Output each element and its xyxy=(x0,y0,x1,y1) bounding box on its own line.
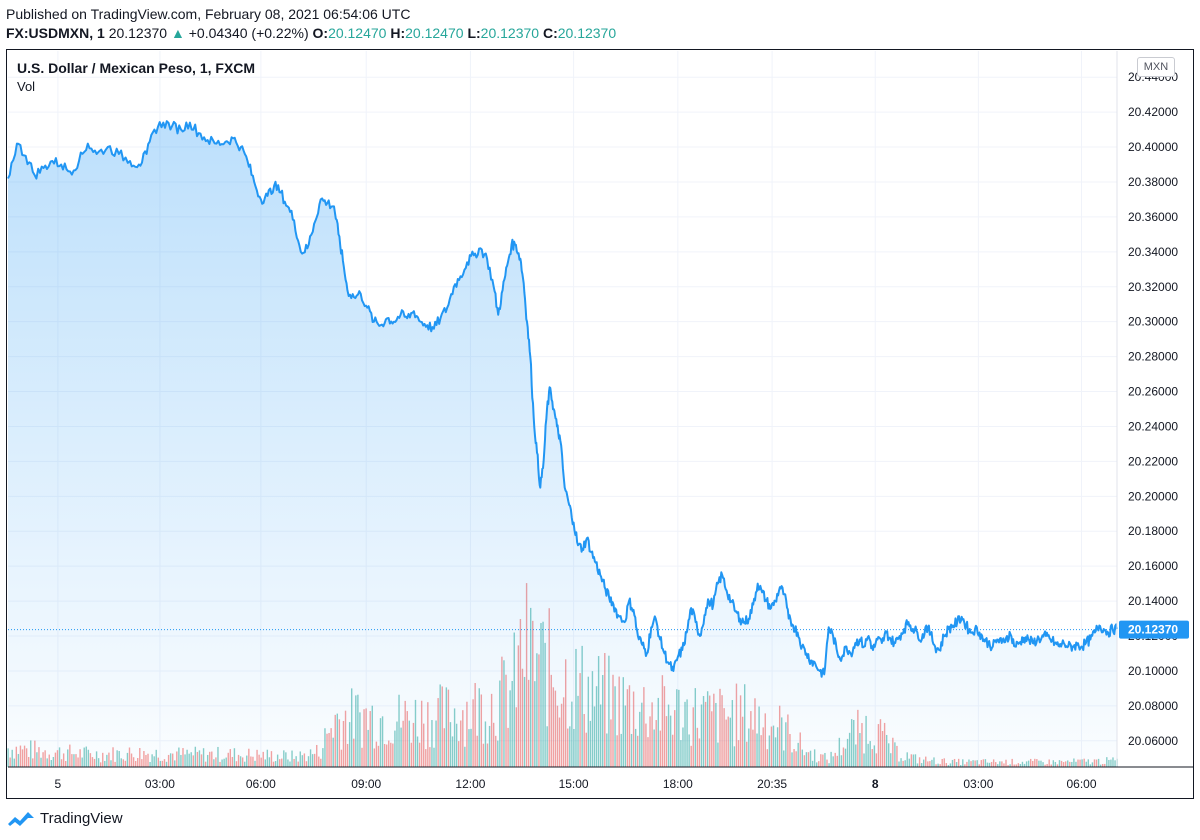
footer-brand-label: TradingView xyxy=(40,809,123,827)
low-value: 20.12370 xyxy=(480,25,540,41)
footer-brand[interactable]: TradingView xyxy=(6,808,123,828)
price-line xyxy=(7,120,1118,678)
last-price-label: 20.12370 xyxy=(1119,620,1189,639)
x-tick-label: 5 xyxy=(55,777,62,791)
x-tick-label: 12:00 xyxy=(455,777,485,791)
y-tick-label: 20.36000 xyxy=(1128,210,1178,224)
up-arrow-icon: ▲ xyxy=(170,25,185,41)
y-tick-label: 20.14000 xyxy=(1128,594,1178,608)
x-tick-label: 03:00 xyxy=(145,777,175,791)
open-label: O: xyxy=(312,25,329,41)
quote-line: FX:USDMXN, 1 20.12370 ▲ +0.04340 (+0.22%… xyxy=(6,25,616,41)
x-tick-label: 06:00 xyxy=(1066,777,1096,791)
symbol-label: FX:USDMXN, 1 xyxy=(6,25,105,41)
last-price-text: 20.12370 xyxy=(1128,623,1178,637)
chart-title: U.S. Dollar / Mexican Peso, 1, FXCM xyxy=(17,60,256,76)
y-tick-label: 20.24000 xyxy=(1128,419,1178,433)
y-tick-label: 20.30000 xyxy=(1128,315,1178,329)
y-tick-label: 20.06000 xyxy=(1128,734,1178,748)
x-tick-label: 06:00 xyxy=(246,777,276,791)
y-tick-label: 20.34000 xyxy=(1128,245,1178,259)
y-tick-label: 20.08000 xyxy=(1128,699,1178,713)
x-tick-label: 09:00 xyxy=(351,777,381,791)
y-tick-label: 20.16000 xyxy=(1128,559,1178,573)
price-change: +0.04340 (+0.22%) xyxy=(188,25,309,41)
open-value: 20.12470 xyxy=(328,25,387,41)
close-label: C: xyxy=(542,25,558,41)
y-tick-label: 20.10000 xyxy=(1128,664,1178,678)
x-tick-label: 8 xyxy=(872,777,879,791)
volume-label: Vol xyxy=(17,79,36,94)
x-tick-label: 15:00 xyxy=(559,777,589,791)
y-tick-label: 20.20000 xyxy=(1128,489,1178,503)
high-value: 20.12470 xyxy=(405,25,464,41)
y-tick-label: 20.40000 xyxy=(1128,140,1178,154)
y-tick-label: 20.22000 xyxy=(1128,454,1178,468)
low-label: L: xyxy=(467,25,481,41)
y-tick-label: 20.18000 xyxy=(1128,524,1178,538)
x-tick-label: 20:35 xyxy=(757,777,787,791)
close-value: 20.12370 xyxy=(557,25,617,41)
high-label: H: xyxy=(390,25,406,41)
y-tick-label: 20.32000 xyxy=(1128,280,1178,294)
y-tick-label: 20.28000 xyxy=(1128,350,1178,364)
published-note: Published on TradingView.com, February 0… xyxy=(6,6,411,22)
last-price: 20.12370 xyxy=(108,25,168,41)
x-tick-label: 03:00 xyxy=(963,777,993,791)
price-area xyxy=(8,121,1117,767)
chart-frame xyxy=(6,49,1194,799)
last-price-box xyxy=(1119,620,1189,639)
x-tick-label: 18:00 xyxy=(663,777,693,791)
currency-badge[interactable]: MXN xyxy=(1137,57,1175,77)
y-tick-label: 20.26000 xyxy=(1128,385,1178,399)
y-tick-label: 20.38000 xyxy=(1128,175,1178,189)
tradingview-logo-icon xyxy=(8,812,34,826)
y-tick-label: 20.42000 xyxy=(1128,105,1178,119)
